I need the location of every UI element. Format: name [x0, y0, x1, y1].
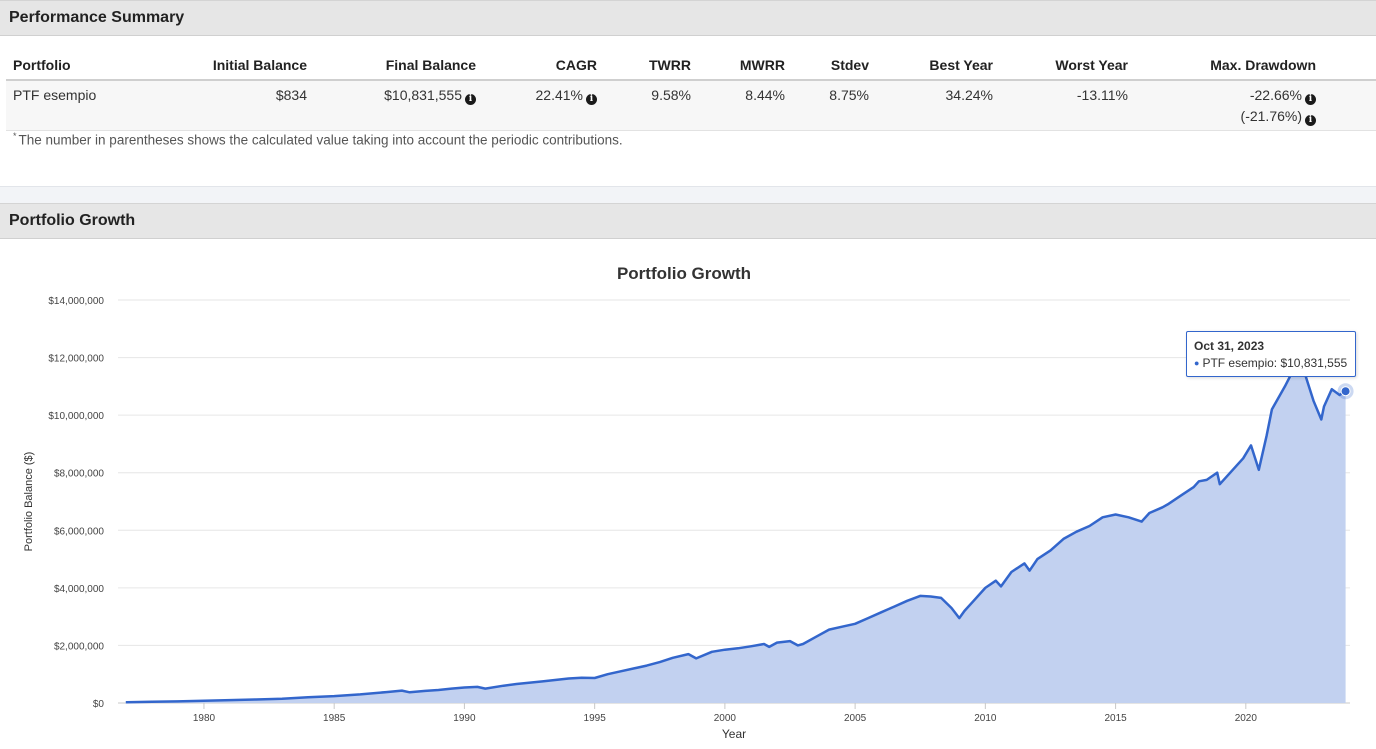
- cell-max-drawdown: -22.66% i (-21.76%) i: [1135, 80, 1323, 131]
- chart-svg: Portfolio Growth $0$2,000,000$4,000,000$…: [23, 264, 1354, 741]
- y-tick-label: $14,000,000: [48, 296, 104, 307]
- col-portfolio: Portfolio: [6, 53, 130, 81]
- portfolio-growth-header: Portfolio Growth: [0, 203, 1376, 239]
- table-header-row: Portfolio Initial Balance Final Balance …: [6, 53, 1376, 81]
- x-tick-label: 1980: [193, 713, 216, 724]
- series-area: [125, 366, 1346, 703]
- col-twrr: TWRR: [604, 53, 698, 81]
- x-tick-label: 1985: [323, 713, 346, 724]
- info-circle-icon[interactable]: i: [1305, 115, 1316, 126]
- col-max-drawdown: Max. Drawdown: [1135, 53, 1323, 81]
- tooltip-series-label: PTF esempio: $10,831,555: [1202, 356, 1348, 370]
- x-tick-label: 2015: [1104, 713, 1127, 724]
- section-divider: [0, 186, 1376, 203]
- cell-best-year: 34.24%: [876, 80, 1000, 131]
- y-tick-label: $0: [93, 699, 105, 710]
- x-tick-label: 2020: [1235, 713, 1258, 724]
- info-circle-icon[interactable]: i: [1305, 94, 1316, 105]
- cell-initial-balance: $834: [130, 80, 314, 131]
- cell-stdev: 8.75%: [792, 80, 876, 131]
- chart-grid: [118, 299, 1350, 704]
- col-stdev: Stdev: [792, 53, 876, 81]
- max-drawdown-alt-line: (-21.76%) i: [1142, 108, 1316, 126]
- portfolio-growth-title: Portfolio Growth: [9, 212, 136, 229]
- tooltip-series-dot: ●: [1194, 358, 1200, 368]
- y-tick-label: $4,000,000: [54, 584, 104, 595]
- x-tick-label: 2000: [714, 713, 737, 724]
- highlight-point[interactable]: [1340, 386, 1351, 397]
- max-drawdown-line: -22.66% i: [1142, 87, 1316, 105]
- col-best-year: Best Year: [876, 53, 1000, 81]
- x-tick-label: 2005: [844, 713, 867, 724]
- tooltip-date: Oct 31, 2023: [1194, 339, 1265, 353]
- y-tick-label: $6,000,000: [54, 526, 104, 537]
- y-tick-label: $2,000,000: [54, 641, 104, 652]
- chart-title: Portfolio Growth: [617, 264, 751, 283]
- y-axis-label: Portfolio Balance ($): [23, 452, 35, 552]
- max-drawdown-value: -22.66%: [1249, 87, 1302, 103]
- performance-summary-header: Performance Summary: [0, 0, 1376, 36]
- cell-cagr: 22.41% i: [483, 80, 604, 131]
- max-drawdown-alt-value: (-21.76%): [1240, 108, 1302, 124]
- footnote-mark: *: [13, 131, 17, 141]
- performance-summary-title: Performance Summary: [9, 9, 185, 26]
- col-mwrr: MWRR: [698, 53, 792, 81]
- x-tick-label: 1990: [453, 713, 476, 724]
- cell-spacer: [1323, 80, 1376, 131]
- col-final-balance: Final Balance: [314, 53, 483, 81]
- col-cagr: CAGR: [483, 53, 604, 81]
- x-axis: 1980 1985 1990 1995 2000 2005 2010 2015 2020: [193, 703, 1258, 724]
- table-row: PTF esempio $834 $10,831,555 i 22.41% i 9.…: [6, 80, 1376, 131]
- col-initial-balance: Initial Balance: [130, 53, 314, 81]
- info-circle-icon[interactable]: i: [586, 94, 597, 105]
- y-tick-label: $10,000,000: [48, 411, 104, 422]
- tooltip-series: ● PTF esempio: $10,831,555: [1194, 356, 1347, 370]
- info-circle-icon[interactable]: i: [465, 94, 476, 105]
- series-line: [125, 364, 1347, 704]
- x-tick-label: 1995: [584, 713, 607, 724]
- chart-tooltip: Oct 31, 2023 ● PTF esempio: $10,831,555: [1186, 331, 1357, 377]
- footnote-text: The number in parentheses shows the calc…: [18, 132, 623, 148]
- portfolio-growth-chart: Portfolio Growth $0 $2,000,000 $4,000,000 $…: [0, 240, 1376, 749]
- cell-mwrr: 8.44%: [698, 80, 792, 131]
- y-axis: $0 $2,000,000 $4,000,000 $6,000,000 $8,000,0…: [48, 296, 104, 710]
- x-axis-label: Year: [722, 727, 746, 741]
- cagr-value: 22.41%: [535, 87, 583, 103]
- performance-summary-table: Portfolio Initial Balance Final Balance …: [6, 53, 1376, 131]
- col-spacer: [1323, 53, 1376, 81]
- cell-portfolio: PTF esempio: [6, 80, 130, 131]
- y-tick-label: $12,000,000: [48, 354, 104, 365]
- cell-twrr: 9.58%: [604, 80, 698, 131]
- cell-worst-year: -13.11%: [1000, 80, 1135, 131]
- cell-final-balance: $10,831,555 i: [314, 80, 483, 131]
- final-balance-value: $10,831,555: [384, 87, 462, 103]
- x-tick-label: 2010: [974, 713, 997, 724]
- col-worst-year: Worst Year: [1000, 53, 1135, 81]
- y-tick-label: $8,000,000: [54, 469, 104, 480]
- footnote: * The number in parentheses shows the cal…: [13, 131, 623, 148]
